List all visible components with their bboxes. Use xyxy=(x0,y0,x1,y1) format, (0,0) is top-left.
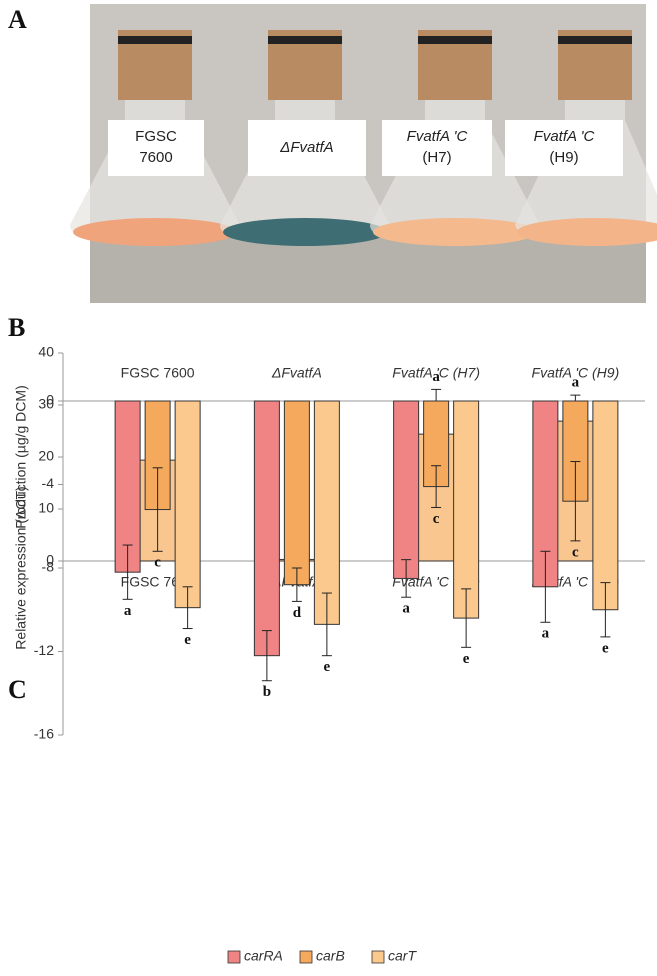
y-tick-label: 0 xyxy=(46,392,54,408)
legend-label: carB xyxy=(316,948,345,964)
photo-label: ΔFvatfA xyxy=(279,139,333,156)
y-axis-label: Relative expression (ΔCT) xyxy=(13,486,29,649)
significance-letter: c xyxy=(433,511,440,527)
legend-swatch xyxy=(227,950,241,964)
x-tick-label: FGSC 7600 xyxy=(121,365,195,381)
y-tick-label: -12 xyxy=(34,642,54,658)
significance-letter: e xyxy=(602,640,609,656)
y-tick-label: 0 xyxy=(46,552,54,568)
bar xyxy=(393,400,420,579)
significance-letter: c xyxy=(572,544,579,560)
significance-letter: e xyxy=(463,651,470,667)
photo-label: FGSC xyxy=(135,128,177,145)
label-box xyxy=(382,120,492,176)
panel-label: C xyxy=(8,675,27,704)
y-tick-label: -8 xyxy=(42,559,55,575)
bar xyxy=(114,400,141,573)
significance-letter: e xyxy=(324,659,331,675)
bar xyxy=(453,400,480,619)
significance-letter: a xyxy=(542,626,550,642)
photo-label: 7600 xyxy=(139,149,172,166)
legend-label: carRA xyxy=(244,948,283,964)
panel-label: A xyxy=(8,5,27,34)
y-tick-label: 20 xyxy=(38,448,54,464)
significance-letter: a xyxy=(124,603,132,619)
significance-letter: d xyxy=(293,605,302,621)
y-tick-label: 10 xyxy=(38,500,54,516)
photo-label: (H7) xyxy=(422,149,451,166)
bar xyxy=(313,400,340,625)
bar xyxy=(253,400,280,657)
significance-letter: c xyxy=(154,555,161,571)
significance-letter: e xyxy=(184,632,191,648)
x-tick-label: ΔFvatfA xyxy=(271,365,322,381)
legend-swatch xyxy=(371,950,385,964)
panel-label: B xyxy=(8,313,25,342)
photo-label: FvatfA 'C xyxy=(407,128,468,145)
label-box xyxy=(248,120,366,176)
y-tick-label: 30 xyxy=(38,396,54,412)
legend-label: carT xyxy=(388,948,417,964)
bar xyxy=(174,400,201,609)
x-tick-label: FvatfA 'C (H7) xyxy=(392,365,480,381)
label-box xyxy=(108,120,204,176)
significance-letter: a xyxy=(432,369,440,385)
photo-label: (H9) xyxy=(549,149,578,166)
significance-letter: b xyxy=(263,684,271,700)
significance-letter: a xyxy=(572,375,580,391)
y-tick-label: 40 xyxy=(38,344,54,360)
x-tick-label: FvatfA 'C (H9) xyxy=(532,365,620,381)
y-tick-label: -16 xyxy=(34,726,54,742)
photo-label: FvatfA 'C xyxy=(534,128,595,145)
label-box xyxy=(505,120,623,176)
y-axis-label: Production (µg/g DCM) xyxy=(13,385,29,528)
y-tick-label: -4 xyxy=(42,475,55,491)
bar xyxy=(283,400,310,586)
bar xyxy=(592,400,619,611)
photo: FGSC 7600 ΔFvatfA FvatfA 'C (H7) FvatfA … xyxy=(70,4,657,303)
significance-letter: a xyxy=(402,601,410,617)
legend-swatch xyxy=(299,950,313,964)
